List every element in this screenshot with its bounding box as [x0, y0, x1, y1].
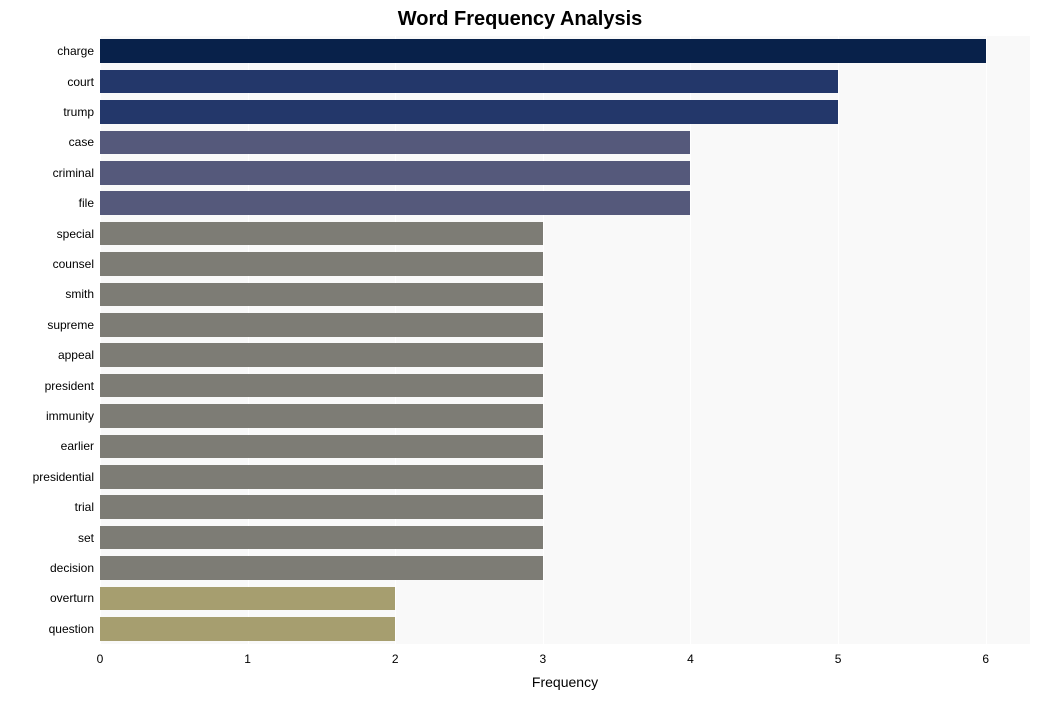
- y-tick-label: decision: [50, 562, 94, 574]
- x-axis-label: Frequency: [532, 674, 598, 690]
- y-tick-label: criminal: [53, 167, 94, 179]
- bar: [100, 435, 543, 459]
- bar-row: [100, 100, 1030, 124]
- y-tick-label: case: [69, 136, 94, 148]
- plot-area: [100, 36, 1030, 644]
- bar: [100, 191, 690, 215]
- bar: [100, 222, 543, 246]
- y-tick-label: question: [49, 623, 94, 635]
- y-tick-label: presidential: [33, 471, 94, 483]
- y-tick-label: president: [45, 380, 94, 392]
- bar-row: [100, 435, 1030, 459]
- bar-row: [100, 587, 1030, 611]
- bar-row: [100, 161, 1030, 185]
- y-tick-label: smith: [65, 288, 94, 300]
- y-tick-label: immunity: [46, 410, 94, 422]
- bar: [100, 100, 838, 124]
- grid-line: [838, 36, 839, 644]
- bar-row: [100, 495, 1030, 519]
- bar-row: [100, 556, 1030, 580]
- bar: [100, 161, 690, 185]
- y-tick-label: court: [67, 76, 94, 88]
- bar: [100, 283, 543, 307]
- grid-line: [100, 36, 101, 644]
- y-tick-label: counsel: [53, 258, 94, 270]
- x-tick-label: 3: [540, 652, 547, 666]
- y-tick-label: file: [79, 197, 94, 209]
- y-tick-label: earlier: [61, 440, 94, 452]
- grid-line: [690, 36, 691, 644]
- x-tick-label: 1: [244, 652, 251, 666]
- bar-row: [100, 374, 1030, 398]
- bar-row: [100, 222, 1030, 246]
- grid-line: [395, 36, 396, 644]
- bar-row: [100, 313, 1030, 337]
- y-tick-label: trump: [63, 106, 94, 118]
- y-tick-label: special: [57, 228, 94, 240]
- bar-row: [100, 252, 1030, 276]
- bar: [100, 70, 838, 94]
- bar-row: [100, 465, 1030, 489]
- x-tick-label: 5: [835, 652, 842, 666]
- y-tick-label: overturn: [50, 592, 94, 604]
- y-tick-label: trial: [75, 501, 94, 513]
- y-tick-label: supreme: [47, 319, 94, 331]
- x-tick-label: 4: [687, 652, 694, 666]
- bar-row: [100, 131, 1030, 155]
- y-tick-label: charge: [57, 45, 94, 57]
- grid-line: [986, 36, 987, 644]
- bar: [100, 343, 543, 367]
- bar-row: [100, 343, 1030, 367]
- bar: [100, 404, 543, 428]
- bar: [100, 39, 986, 63]
- bar-row: [100, 70, 1030, 94]
- x-tick-label: 2: [392, 652, 399, 666]
- bar: [100, 617, 395, 641]
- bar-row: [100, 39, 1030, 63]
- word-frequency-chart: Word Frequency Analysis charge court trump…: [0, 0, 1040, 701]
- bar: [100, 131, 690, 155]
- y-tick-label: set: [78, 532, 94, 544]
- bar: [100, 495, 543, 519]
- bar-row: [100, 617, 1030, 641]
- bar-row: [100, 404, 1030, 428]
- bar: [100, 526, 543, 550]
- bar: [100, 587, 395, 611]
- bar: [100, 556, 543, 580]
- x-tick-label: 0: [97, 652, 104, 666]
- chart-title: Word Frequency Analysis: [0, 8, 1040, 31]
- y-tick-label: appeal: [58, 349, 94, 361]
- bar: [100, 465, 543, 489]
- bar: [100, 374, 543, 398]
- bar-row: [100, 526, 1030, 550]
- grid-line: [543, 36, 544, 644]
- bar-row: [100, 283, 1030, 307]
- bar-row: [100, 191, 1030, 215]
- bar: [100, 252, 543, 276]
- grid-line: [248, 36, 249, 644]
- x-tick-label: 6: [982, 652, 989, 666]
- bar: [100, 313, 543, 337]
